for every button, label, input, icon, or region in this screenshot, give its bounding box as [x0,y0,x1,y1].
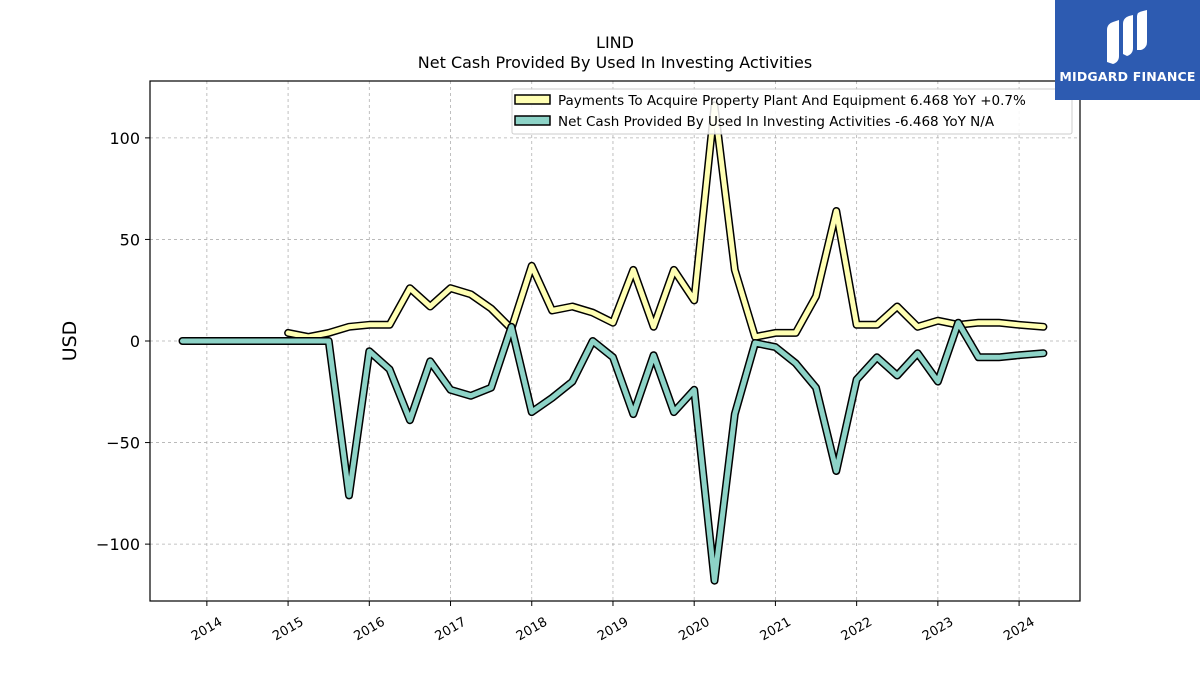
legend-swatch-net-cash [514,115,551,126]
y-axis-label: USD [59,321,81,362]
y-tick-label: −50 [106,434,140,453]
legend-swatch-payments [514,94,551,105]
grid [150,81,1080,601]
series-0-line [285,102,1046,340]
y-tick-label: 50 [120,230,140,249]
legend: Payments To Acquire Property Plant And E… [511,88,1073,135]
legend-label-net-cash: Net Cash Provided By Used In Investing A… [558,114,995,130]
y-tick-label: −100 [96,535,140,554]
brand-logo: MIDGARD FINANCE [1055,0,1200,100]
series-lines [178,101,1048,585]
chart-subtitle: Net Cash Provided By Used In Investing A… [418,53,812,72]
series-1-line [180,320,1046,584]
y-tick-label: 0 [130,332,140,351]
brand-name: MIDGARD FINANCE [1059,69,1196,84]
legend-label-payments: Payments To Acquire Property Plant And E… [558,93,1026,109]
legend-box [511,88,1073,135]
chart-title: LIND [596,33,634,52]
y-tick-label: 100 [109,129,140,148]
midgard-logo-icon [1107,10,1147,64]
